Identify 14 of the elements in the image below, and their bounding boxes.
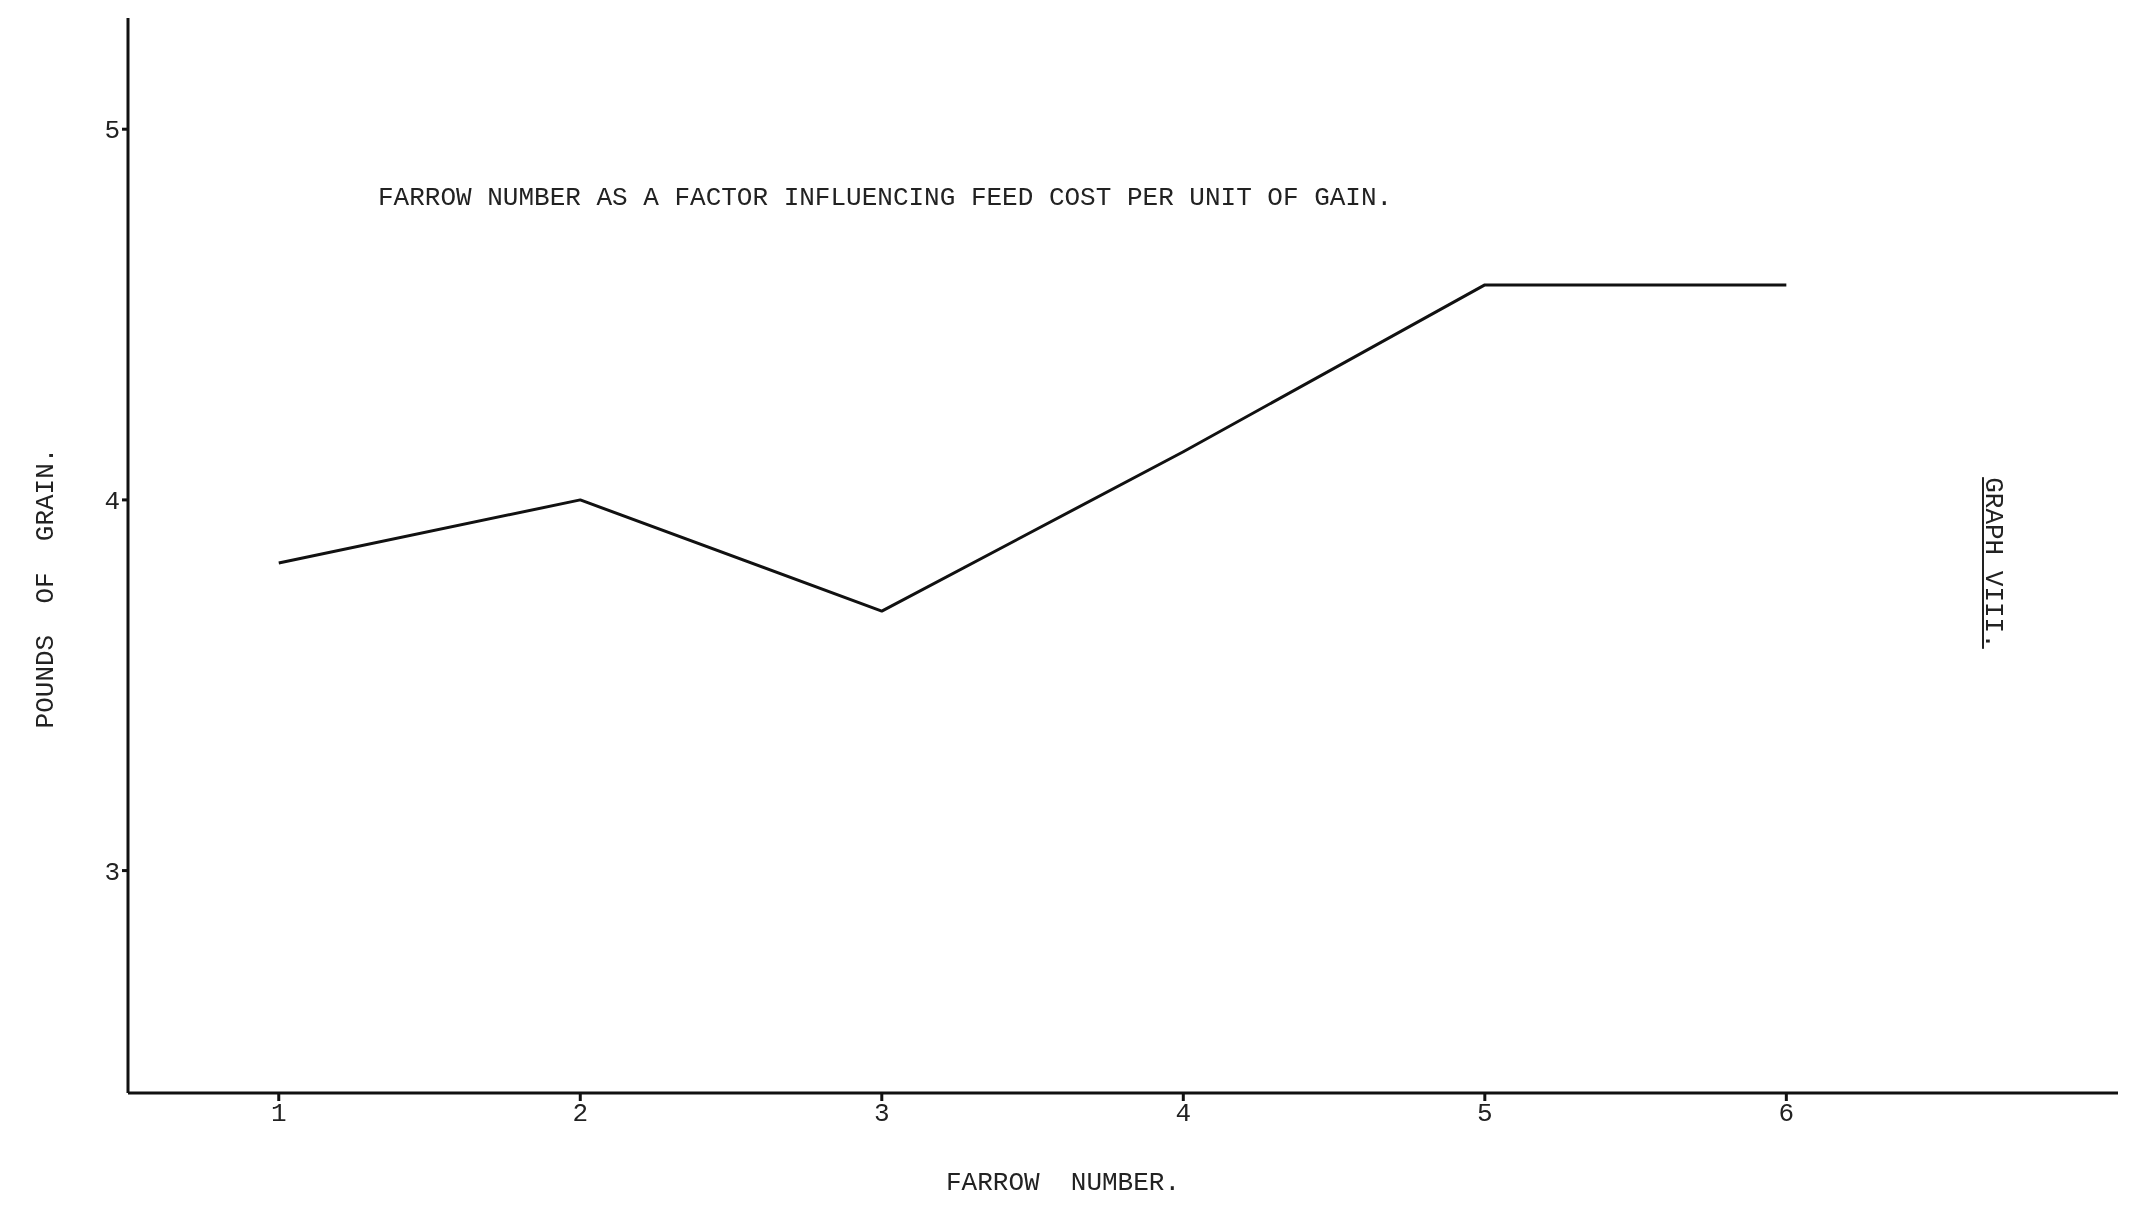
y-tick-label: 4: [104, 487, 120, 518]
annotation: GRAPH VIII.: [1978, 477, 2008, 649]
line-series: [277, 283, 1788, 613]
x-tick-label: 6: [1778, 1099, 1795, 1130]
x-tick-label: 2: [572, 1099, 589, 1130]
x-tick-label: 1: [270, 1099, 287, 1130]
y-tick-label: 3: [104, 857, 120, 888]
x-tick-label: 3: [873, 1099, 890, 1130]
text: FARROW NUMBER AS A FACTOR INFLUENCING FEED COST PER UNIT OF GAIN.: [378, 183, 1393, 213]
y-axis-title: POUNDS OF GRAIN.: [31, 447, 61, 729]
x-tick-label: 5: [1477, 1099, 1493, 1130]
x-axis-title: FARROW NUMBER.: [944, 1168, 1181, 1198]
x-tick-label: 4: [1175, 1099, 1192, 1130]
y-tick-label: 5: [104, 116, 120, 147]
